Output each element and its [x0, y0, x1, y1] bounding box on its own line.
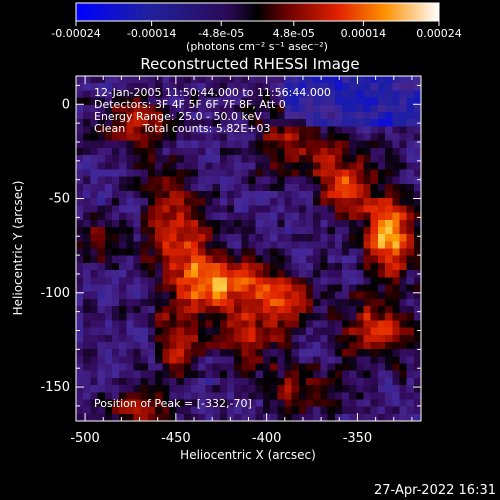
colorbar-unit: (photons cm⁻² s⁻¹ asec⁻²) — [186, 40, 328, 53]
x-tick-label: -350 — [343, 431, 373, 446]
peak-position-label: Position of Peak = [-332,-70] — [94, 397, 252, 410]
annotation-detectors: Detectors: 3F 4F 5F 6F 7F 8F, Att 0 — [94, 98, 286, 111]
annotation-method-counts: Clean Total counts: 5.82E+03 — [94, 122, 271, 135]
heatmap-image — [76, 76, 421, 421]
colorbar: -0.00024 -0.00014 -4.8e-05 4.8e-05 0.00014 0.… — [51, 2, 462, 53]
colorbar-gradient — [75, 2, 440, 22]
colorbar-ticks: -0.00024 -0.00014 -4.8e-05 4.8e-05 0.00014 0.… — [51, 21, 462, 40]
axis-ticks: -500 -450 -400 -350 0 -50 -100 -150 — [40, 76, 421, 446]
y-tick-label: 0 — [62, 97, 70, 112]
x-tick-label: -500 — [70, 431, 100, 446]
y-tick-label: -50 — [49, 192, 70, 207]
x-tick-label: -400 — [252, 431, 282, 446]
annotation-time-range: 12-Jan-2005 11:50:44.000 to 11:56:44.000 — [94, 86, 331, 99]
colorbar-tick-label: 4.8e-05 — [273, 27, 315, 40]
colorbar-tick-label: -0.00024 — [51, 27, 100, 40]
annotation-block: 12-Jan-2005 11:50:44.000 to 11:56:44.000… — [94, 86, 331, 135]
colorbar-tick-label: 0.00014 — [341, 27, 387, 40]
render-timestamp: 27-Apr-2022 16:31 — [374, 483, 496, 498]
y-tick-label: -150 — [40, 380, 70, 395]
heatmap-raster — [76, 76, 421, 421]
x-tick-label: -450 — [161, 431, 191, 446]
colorbar-tick-label: 0.00024 — [416, 27, 462, 40]
annotation-energy-range: Energy Range: 25.0 - 50.0 keV — [94, 110, 262, 123]
x-axis-label: Heliocentric X (arcsec) — [180, 448, 316, 462]
colorbar-tick-label: -0.00014 — [127, 27, 176, 40]
y-tick-label: -100 — [40, 286, 70, 301]
colorbar-tick-label: -4.8e-05 — [198, 27, 244, 40]
chart-title: Reconstructed RHESSI Image — [140, 55, 359, 73]
y-axis-label: Heliocentric Y (arcsec) — [11, 181, 25, 316]
